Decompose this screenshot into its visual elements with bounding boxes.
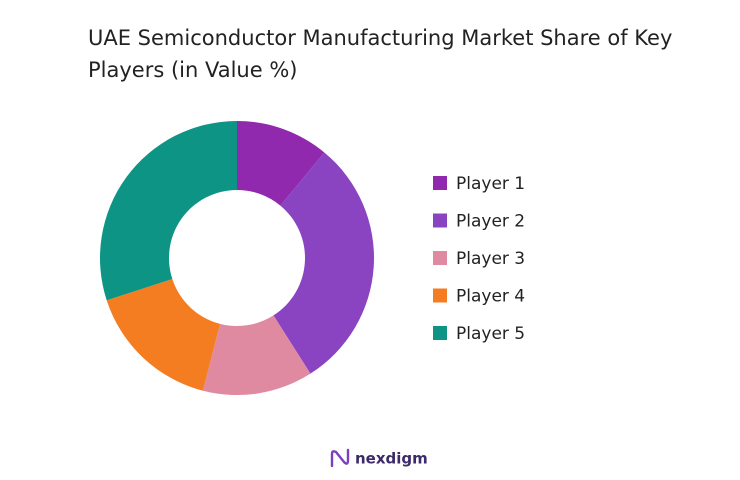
legend-label: Player 4 (456, 287, 525, 307)
legend-label: Player 3 (456, 249, 525, 269)
legend-label: Player 2 (456, 212, 525, 232)
legend-label: Player 5 (456, 324, 525, 344)
legend-swatch (433, 176, 447, 190)
donut-slice (273, 152, 374, 374)
donut-slice (99, 121, 237, 301)
donut-slice (237, 121, 325, 206)
legend-label: Player 1 (456, 174, 525, 194)
brand: nexdigm (355, 450, 428, 468)
chart-title: UAE Semiconductor Manufacturing Market S… (88, 26, 673, 82)
legend-swatch (433, 213, 447, 228)
donut-slice (106, 279, 221, 391)
legend-swatch (433, 288, 447, 303)
legend-swatch (433, 251, 447, 265)
logo-icon (330, 448, 350, 468)
legend-swatch (433, 326, 447, 340)
donut-slice (202, 315, 311, 395)
